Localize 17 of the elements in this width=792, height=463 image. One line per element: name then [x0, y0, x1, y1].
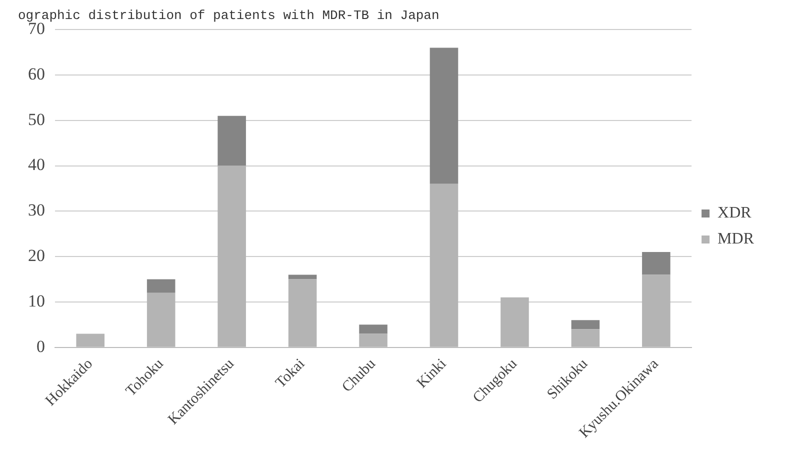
bar: [288, 274, 317, 280]
legend-label: MDR: [718, 230, 754, 248]
y-tick-label: 40: [28, 155, 45, 174]
y-tick-label: 60: [28, 64, 45, 84]
chart-title: ographic distribution of patients with MDR-TB in Japan: [18, 8, 440, 24]
y-tick-label: 10: [28, 291, 45, 310]
bar: [571, 320, 600, 330]
y-tick-label: 20: [28, 246, 45, 266]
y-tick-label: 50: [28, 110, 45, 129]
y-tick-label: 30: [28, 200, 45, 220]
legend-label: XDR: [718, 204, 752, 222]
bar: [146, 279, 176, 293]
bar: [642, 252, 670, 275]
bar: [359, 324, 388, 334]
y-tick-label: 0: [36, 336, 45, 356]
bar: [218, 116, 246, 166]
bar: [430, 48, 458, 184]
